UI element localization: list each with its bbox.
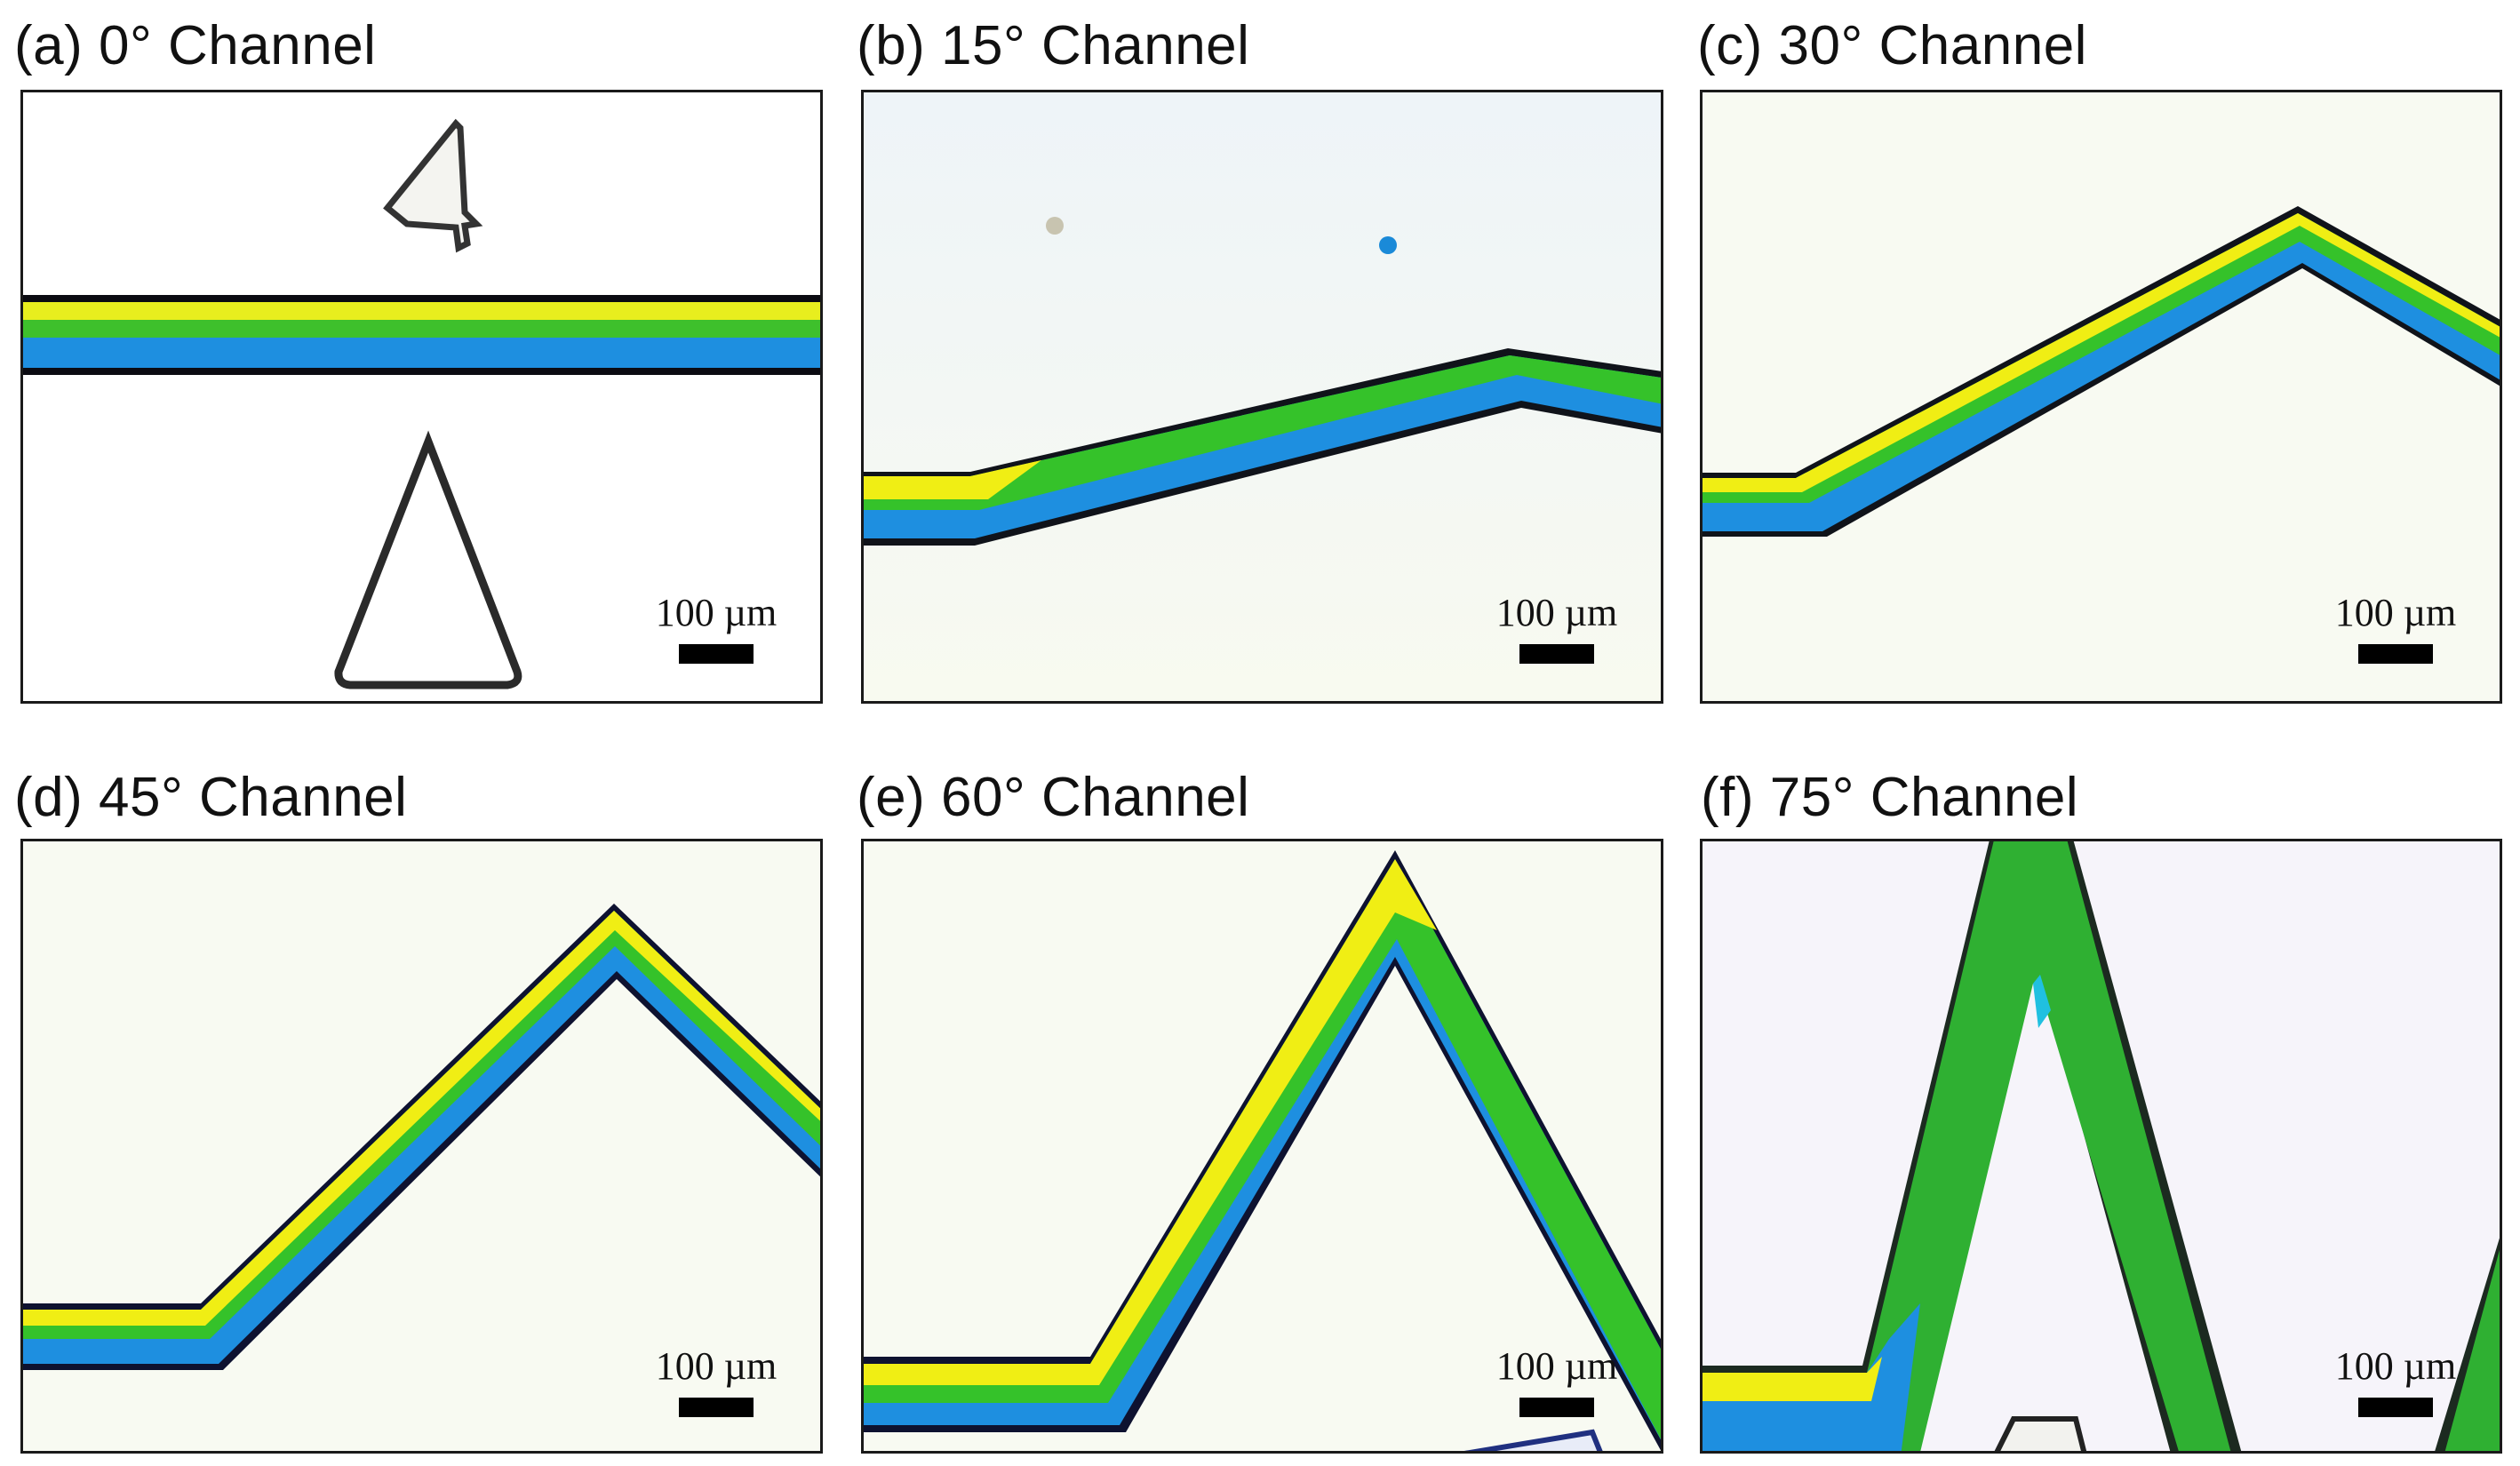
panel-e-image: 100 µm xyxy=(861,839,1663,1454)
debris-particle xyxy=(1379,236,1397,254)
yellow-stream xyxy=(864,859,1437,1385)
panel-a-label: (a) 0° Channel xyxy=(14,15,377,76)
panel-b-image: 100 µm xyxy=(861,90,1663,704)
green-stream xyxy=(23,320,820,338)
scale-bar-b-line xyxy=(1519,644,1594,664)
panel-c-label: (c) 30° Channel xyxy=(1697,15,2087,76)
panel-d-label: (d) 45° Channel xyxy=(14,767,408,828)
scale-bar-b: 100 µm xyxy=(1486,590,1628,664)
yellow-stream xyxy=(864,460,1041,499)
scale-bar-a-text: 100 µm xyxy=(655,591,778,634)
micrograph-60-degree xyxy=(864,841,1661,1451)
micrograph-0-degree xyxy=(23,92,820,701)
yellow-stream xyxy=(1703,1357,1882,1401)
scale-bar-a: 100 µm xyxy=(645,590,787,664)
scale-bar-a-line xyxy=(679,644,754,664)
panel-c-image: 100 µm xyxy=(1700,90,2502,704)
green-stream xyxy=(1703,841,2231,1451)
scale-bar-f: 100 µm xyxy=(2325,1343,2467,1417)
green-stream xyxy=(2444,1249,2500,1451)
blue-stream xyxy=(23,911,820,1364)
scale-bar-e: 100 µm xyxy=(1486,1343,1628,1417)
yellow-stream xyxy=(23,302,820,320)
micrograph-75-degree xyxy=(1703,841,2500,1451)
triangle-structure xyxy=(334,430,522,689)
debris-particle xyxy=(1463,1429,1603,1451)
panel-a-image: 100 µm xyxy=(20,90,823,704)
debris-particle xyxy=(1046,217,1064,235)
green-stream xyxy=(864,355,1661,510)
micrograph-45-degree xyxy=(23,841,820,1451)
debris-particle xyxy=(383,118,483,253)
blue-stream xyxy=(23,338,820,368)
green-stream xyxy=(864,859,1661,1439)
green-stream xyxy=(23,911,820,1339)
scale-bar-f-line xyxy=(2358,1398,2433,1417)
panel-d-image: 100 µm xyxy=(20,839,823,1454)
scale-bar-d-text: 100 µm xyxy=(655,1344,778,1388)
scale-bar-e-text: 100 µm xyxy=(1495,1344,1618,1388)
scale-bar-d: 100 µm xyxy=(645,1343,787,1417)
blue-stream xyxy=(864,355,1661,538)
scale-bar-c-text: 100 µm xyxy=(2334,591,2457,634)
debris-particle xyxy=(1994,1416,2087,1451)
scale-bar-d-line xyxy=(679,1398,754,1417)
micrograph-15-degree xyxy=(864,92,1661,701)
scale-bar-f-text: 100 µm xyxy=(2334,1344,2457,1388)
scale-bar-c-line xyxy=(2358,644,2433,664)
scale-bar-b-text: 100 µm xyxy=(1495,591,1618,634)
panel-e-label: (e) 60° Channel xyxy=(857,767,1250,828)
panel-f-image: 100 µm xyxy=(1700,839,2502,1454)
scale-bar-e-line xyxy=(1519,1398,1594,1417)
yellow-stream xyxy=(1703,213,2500,492)
micrograph-30-degree xyxy=(1703,92,2500,701)
cyan-tip xyxy=(2033,975,2051,1028)
scale-bar-c: 100 µm xyxy=(2325,590,2467,664)
panel-b-label: (b) 15° Channel xyxy=(857,15,1250,76)
panel-f-label: (f) 75° Channel xyxy=(1701,767,2079,828)
